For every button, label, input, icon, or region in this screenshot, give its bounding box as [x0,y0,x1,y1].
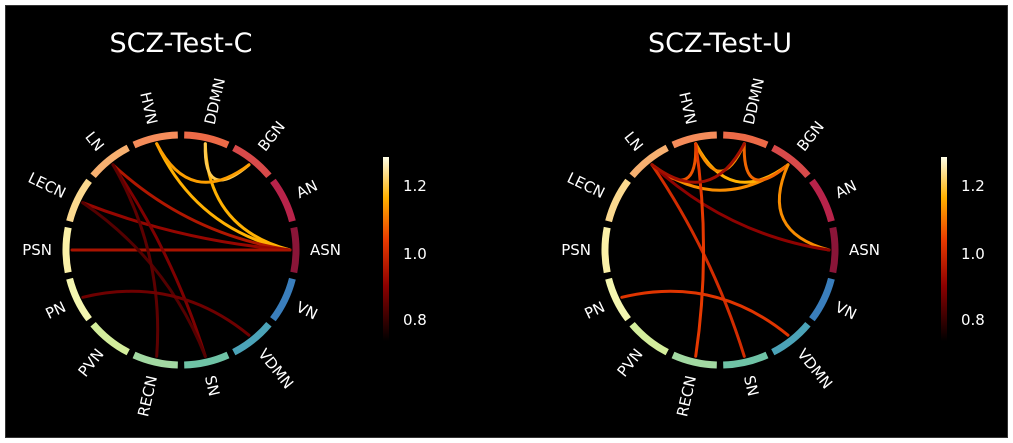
ring-segment-ln [629,144,669,179]
ring-segment-hvn [671,131,717,149]
colorbar-tick: 1.2 [403,177,427,195]
connection-ln-sn [111,163,207,358]
network-label-sn: SN [201,374,223,398]
colorbar-right: 1.2 1.0 0.8 [941,157,985,341]
connections [620,142,831,358]
network-label-psn: PSN [561,241,591,259]
ring-segment-asn [829,226,839,274]
ring-segment-ddmn [184,131,230,149]
network-label-vdmn: VDMN [254,345,297,392]
network-label-asn: ASN [849,241,880,259]
network-label-bgn: BGN [793,118,828,155]
connection-hvn-recn [694,142,706,358]
colorbar-tick: 1.2 [961,177,985,195]
panel-title: SCZ-Test-C [109,28,252,59]
connection-pn-vdmn [620,289,790,337]
network-label-pn: PN [43,298,69,323]
network-label-ln: LN [620,128,646,155]
ring-segment-pvn [90,321,130,356]
connection-ln-asn [111,163,292,252]
ring-segment-bgn [771,144,811,179]
network-label-psn: PSN [22,241,52,259]
ring-segment-an [270,178,296,223]
colorbar-tick: 1.0 [403,245,427,263]
network-label-vn: VN [832,298,859,324]
network-label-hvn: HVN [136,90,161,126]
connections [70,142,292,358]
connection-hvn-bgn [155,142,251,184]
ring-segment-bgn [232,144,272,179]
ring-segment-psn [62,226,72,274]
connection-lecn-asn [81,201,292,252]
colorbar-gradient [941,157,947,341]
network-label-an: AN [293,177,320,203]
colorbar-tick: 1.0 [961,245,985,263]
colorbar-tick: 0.8 [961,311,985,329]
connection-ln-asn [650,163,831,252]
network-label-pvn: PVN [614,345,647,380]
connection-pn-vdmn [81,289,251,337]
ring-segment-an [809,178,835,223]
connection-ln-recn [111,163,160,358]
ring-segment-recn [132,351,178,369]
ring-segment-psn [601,226,611,274]
network-label-ln: LN [81,128,107,155]
ring-segment-sn [723,351,769,369]
network-label-bgn: BGN [254,118,289,155]
connection-lecn-sn [81,201,207,358]
ring-segment-vn [270,277,296,322]
network-label-sn: SN [740,374,762,398]
connection-bgn-asn [777,163,831,252]
connection-ln-sn [650,163,746,358]
network-label-vn: VN [293,298,320,324]
colorbar-gradient [383,157,389,341]
panel-title: SCZ-Test-U [648,28,792,59]
ring-segment-vdmn [232,321,272,356]
ring-segment-ln [90,144,130,179]
network-label-recn: RECN [673,374,700,419]
ring-segment-lecn [605,178,631,223]
colorbar-left: 1.2 1.0 0.8 [383,157,427,341]
ring-segment-pn [605,277,631,322]
network-label-pvn: PVN [75,345,108,380]
connection-ddmn-ln [650,142,746,184]
network-label-lecn: LECN [564,169,607,202]
connection-hvn-asn [155,142,292,252]
connection-ddmn-bgn [742,142,790,182]
network-label-asn: ASN [310,241,341,259]
network-label-lecn: LECN [25,169,68,202]
network-label-an: AN [832,177,859,203]
ring-segment-asn [290,226,300,274]
network-label-ddmn: DDMN [740,76,768,126]
ring-segment-lecn [66,178,92,223]
colorbar-tick: 0.8 [403,311,427,329]
ring-segment-pvn [629,321,669,356]
ring-segment-ddmn [723,131,769,149]
network-label-hvn: HVN [675,90,700,126]
ring-segment-pn [66,277,92,322]
network-label-pn: PN [582,298,608,323]
network-label-vdmn: VDMN [793,345,836,392]
ring-segment-vdmn [771,321,811,356]
network-label-ddmn: DDMN [201,76,229,126]
network-label-recn: RECN [134,374,161,419]
ring-segment-sn [184,351,230,369]
ring-segment-hvn [132,131,178,149]
ring-segment-recn [671,351,717,369]
ring-segment-vn [809,277,835,322]
